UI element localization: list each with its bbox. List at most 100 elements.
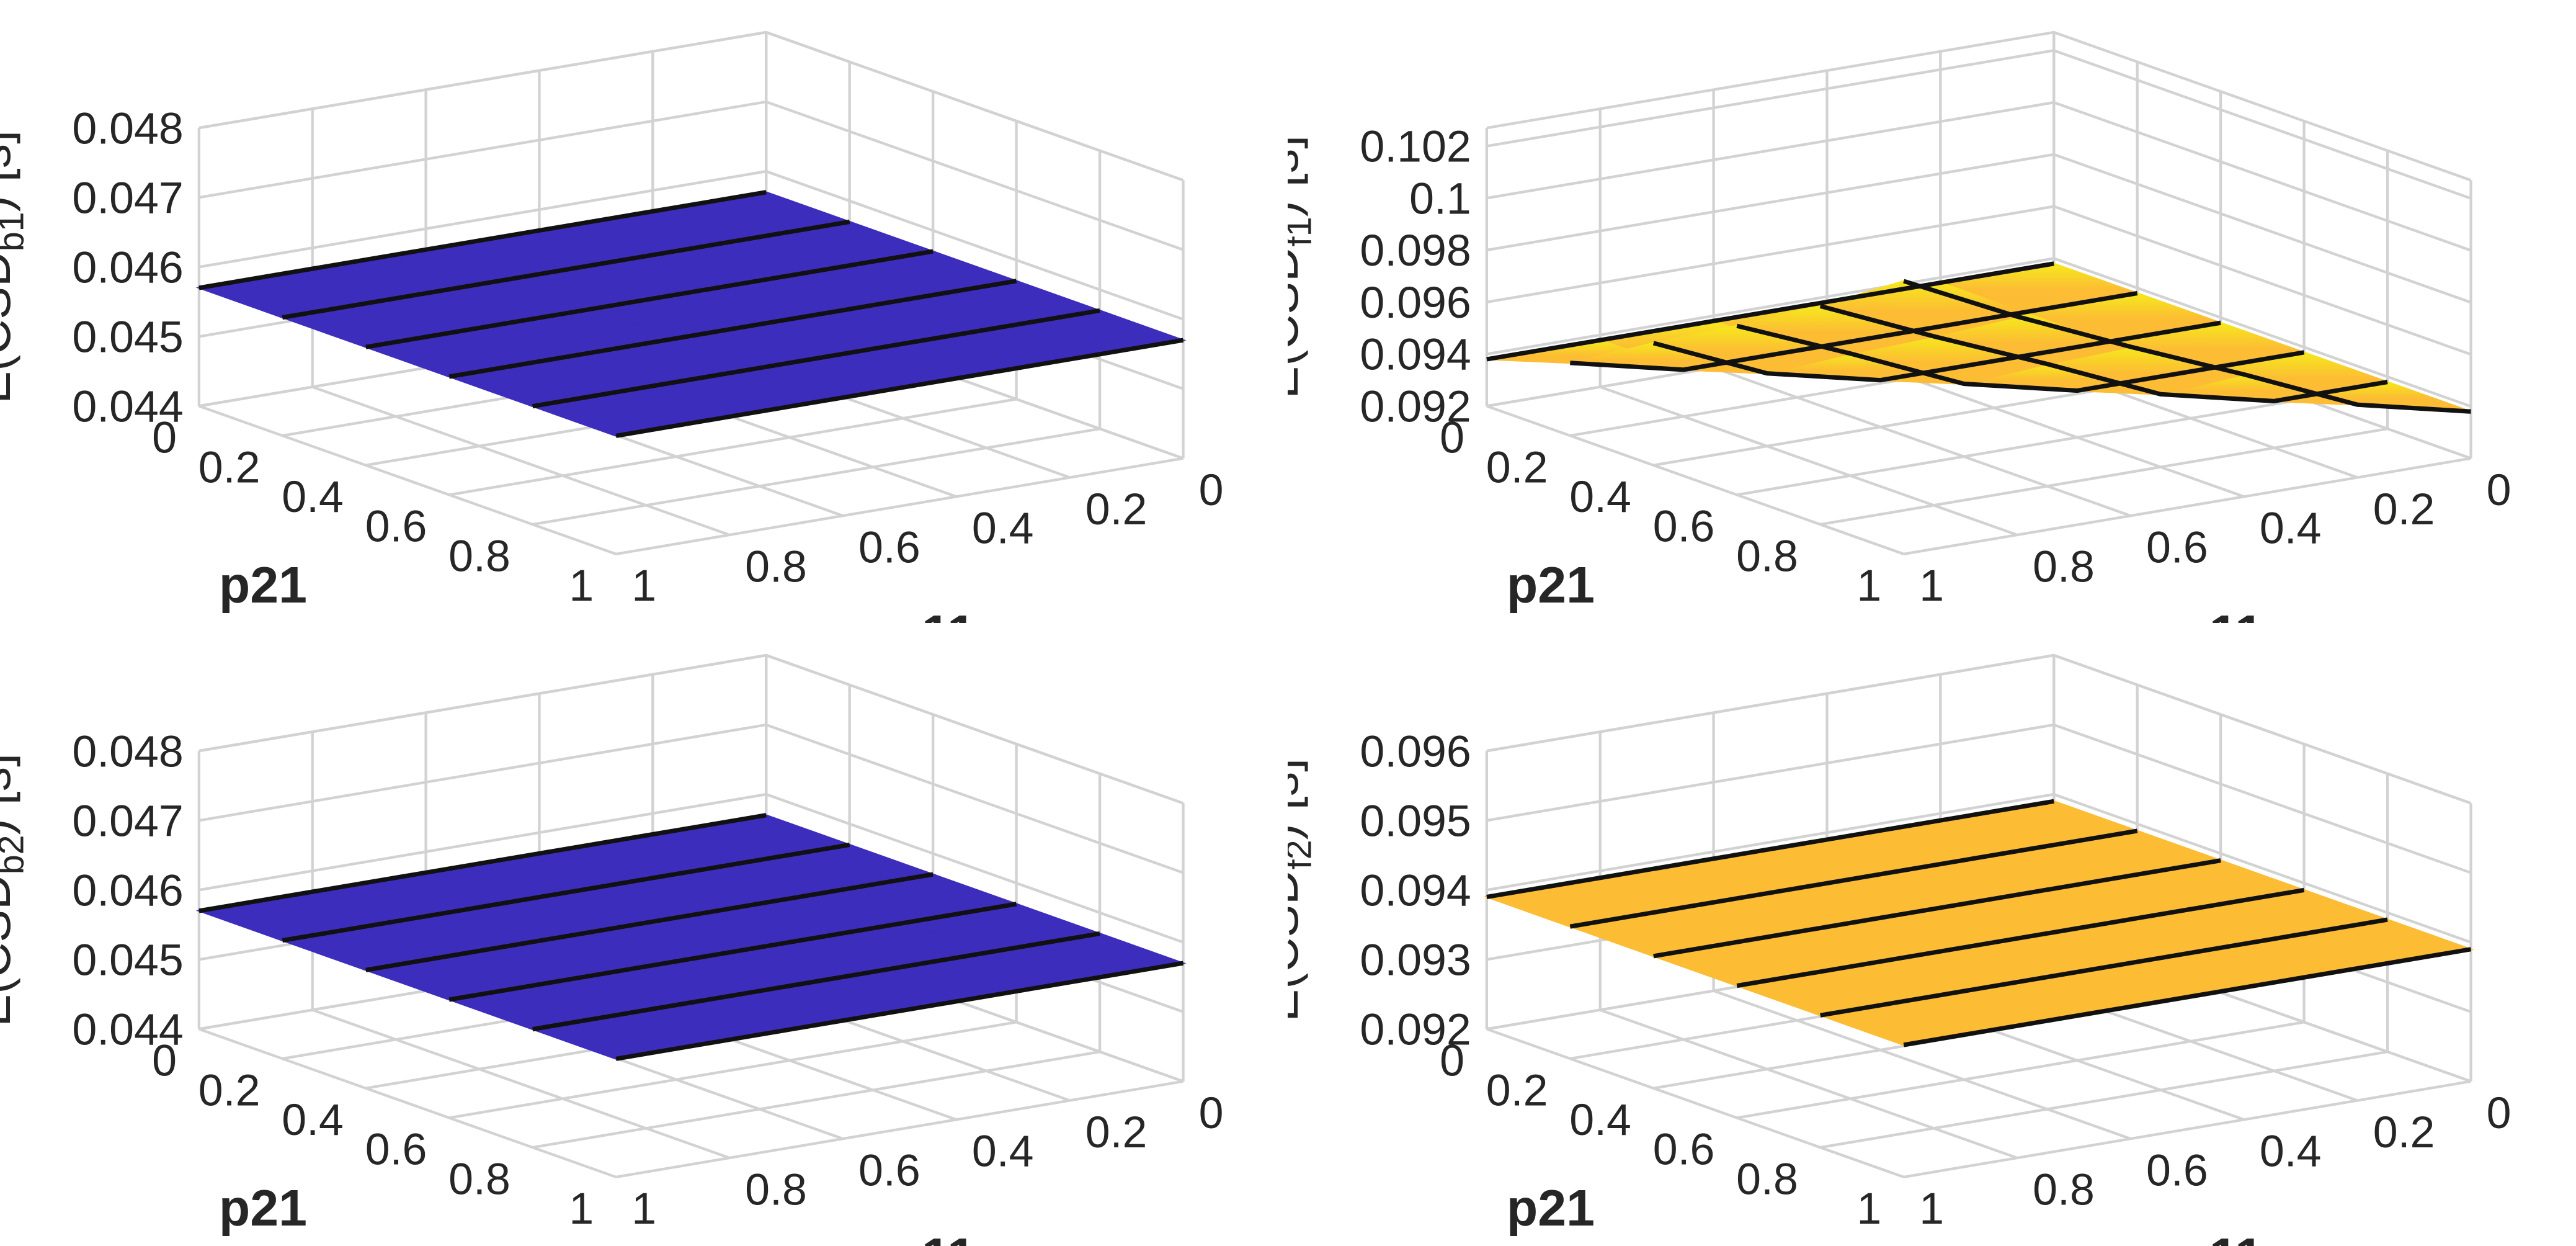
floor-grid-line [1820, 427, 2388, 526]
z-tick-label: 0.045 [72, 312, 183, 362]
surface-mesh-line [198, 190, 767, 290]
wall-grid-line [1486, 205, 2472, 356]
wall-grid-line [198, 30, 1184, 182]
z-tick-label: 0.048 [72, 727, 183, 776]
axis-labels: 0.092 0.093 0.094 0.095 0.096 0 0.2 0.4 0.6 0.8 1 0… [1288, 727, 2511, 1246]
p11-tick-label: 1 [631, 1184, 656, 1234]
p21-tick-label: 0.4 [282, 1095, 344, 1145]
p11-tick-label: 0.4 [2260, 1127, 2322, 1177]
p11-tick-label: 0.6 [2146, 1145, 2208, 1195]
surface-mesh-line [1569, 828, 2138, 929]
floor-grid-line [1713, 366, 2131, 518]
p11-tick-label: 1 [1919, 561, 1944, 611]
surface-mesh-line [365, 249, 934, 349]
surface-mesh-line [532, 308, 1100, 409]
floor-grid-line [1600, 385, 2018, 537]
floor-grid-line [1486, 405, 1904, 555]
p11-tick-label: 0.8 [2033, 1165, 2095, 1214]
p11-tick-label: 0.4 [972, 504, 1034, 554]
p21-tick-label: 0.4 [1569, 472, 1631, 522]
surface-mesh-line [365, 872, 934, 972]
axis-labels: 0.044 0.045 0.046 0.047 0.048 0 0.2 0.4 0.6 0.8 1 0… [0, 727, 1224, 1246]
p21-tick-label: 0 [152, 1036, 177, 1086]
p11-tick-label: 0.2 [1085, 485, 1148, 534]
z-axis-title-tail: ) [s] [0, 753, 20, 835]
z-axis-title-main: E(CSD [0, 251, 20, 403]
z-axis-title: E(CSDf2) [s] [1288, 758, 1319, 1022]
surface-mesh-line [615, 961, 1184, 1061]
z-tick-label: 0.044 [72, 1005, 183, 1054]
surface-mesh-line [1903, 947, 2472, 1047]
p21-tick-label: 0.2 [198, 1065, 261, 1115]
p11-tick-label: 1 [1919, 1184, 1944, 1234]
p11-tick-label: 0.8 [745, 1165, 807, 1214]
z-axis-title-main: E(CSD [1288, 869, 1308, 1021]
z-tick-label: 0.096 [1360, 727, 1471, 776]
p21-tick-label: 0.4 [1569, 1095, 1631, 1145]
p11-tick-label: 0.2 [2373, 1108, 2435, 1157]
p11-axis-title: p11 [2178, 1228, 2263, 1246]
p11-tick-label: 0.6 [858, 1145, 920, 1195]
z-tick-label: 0.092 [1360, 1005, 1471, 1054]
p21-axis-title: p21 [1507, 1180, 1595, 1237]
surface-mesh-line [1903, 279, 2471, 414]
z-tick-label: 0.048 [72, 104, 183, 153]
z-tick-label: 0.047 [72, 173, 183, 223]
floor-grid-line [1820, 1050, 2388, 1149]
floor-grid-line [1600, 1008, 2018, 1160]
p21-tick-label: 0.6 [365, 502, 427, 552]
wall-grid-line [1486, 49, 2472, 200]
p21-tick-label: 0.2 [198, 442, 261, 492]
surface-chart-csd-b1: 0.044 0.045 0.046 0.047 0.048 0 0.2 0.4 0.6 0.8 1 0… [0, 0, 1288, 623]
p11-tick-label: 0 [1199, 1088, 1224, 1138]
floor-grid-line [1903, 457, 2471, 555]
p11-axis-title: p11 [2178, 605, 2263, 623]
z-tick-label: 0.096 [1360, 278, 1471, 328]
p11-tick-label: 0.2 [1085, 1108, 1148, 1157]
p21-tick-label: 1 [569, 561, 594, 611]
axis-labels: 0.044 0.045 0.046 0.047 0.048 0 0.2 0.4 0.6 0.8 1 0… [0, 104, 1224, 623]
surface-mesh-line [532, 931, 1100, 1032]
z-axis-title-main: E(CSD [0, 874, 20, 1026]
p11-tick-label: 0.8 [745, 542, 807, 591]
wall-grid-line [198, 792, 1184, 944]
wall-grid-line [198, 30, 1184, 182]
z-axis-title-sub: b2 [0, 835, 32, 874]
p11-tick-label: 0.4 [2260, 504, 2322, 554]
p11-tick-label: 0.6 [858, 522, 920, 572]
p21-tick-label: 0.6 [1653, 1125, 1715, 1175]
z-axis-title-tail: ) [s] [1288, 758, 1308, 840]
p21-tick-label: 0.8 [448, 531, 510, 581]
floor-grid-line [1736, 1021, 2304, 1119]
surface-mesh-line [615, 338, 1184, 438]
z-tick-label: 0.102 [1360, 122, 1471, 172]
p11-tick-label: 0.8 [2033, 542, 2095, 591]
wall-grid-line [198, 169, 1184, 321]
z-tick-label: 0.047 [72, 796, 183, 846]
p21-axis-title: p21 [219, 1180, 307, 1237]
floor-grid-line [532, 427, 1100, 526]
p21-tick-label: 0 [1440, 1036, 1464, 1086]
floor-grid-line [198, 1028, 617, 1178]
surface-chart-csd-f1: 0.092 0.094 0.096 0.098 0.1 0.102 0 0.2 0.4 0.6 0.… [1288, 0, 2575, 623]
wall-grid-line [198, 653, 1184, 805]
p11-tick-label: 0 [2487, 465, 2511, 515]
surface-mesh-line [448, 279, 1017, 379]
floor-grid-line [1736, 398, 2304, 496]
floor-grid-line [615, 1080, 1183, 1178]
z-tick-label: 0.046 [72, 243, 183, 292]
p21-tick-label: 1 [1856, 561, 1881, 611]
surface-mesh-line [1820, 917, 2388, 1018]
z-tick-label: 0.046 [72, 866, 183, 915]
p21-tick-label: 0.2 [1486, 442, 1548, 492]
floor-grid-line [532, 1050, 1100, 1149]
p21-tick-label: 0.6 [365, 1125, 427, 1175]
surface [1486, 261, 2471, 414]
wall-grid-line [1486, 153, 2472, 304]
surface [1483, 799, 2474, 1047]
p21-tick-label: 0.2 [1486, 1065, 1548, 1115]
z-tick-label: 0.1 [1409, 174, 1471, 223]
wall-grid-line [198, 653, 1184, 805]
